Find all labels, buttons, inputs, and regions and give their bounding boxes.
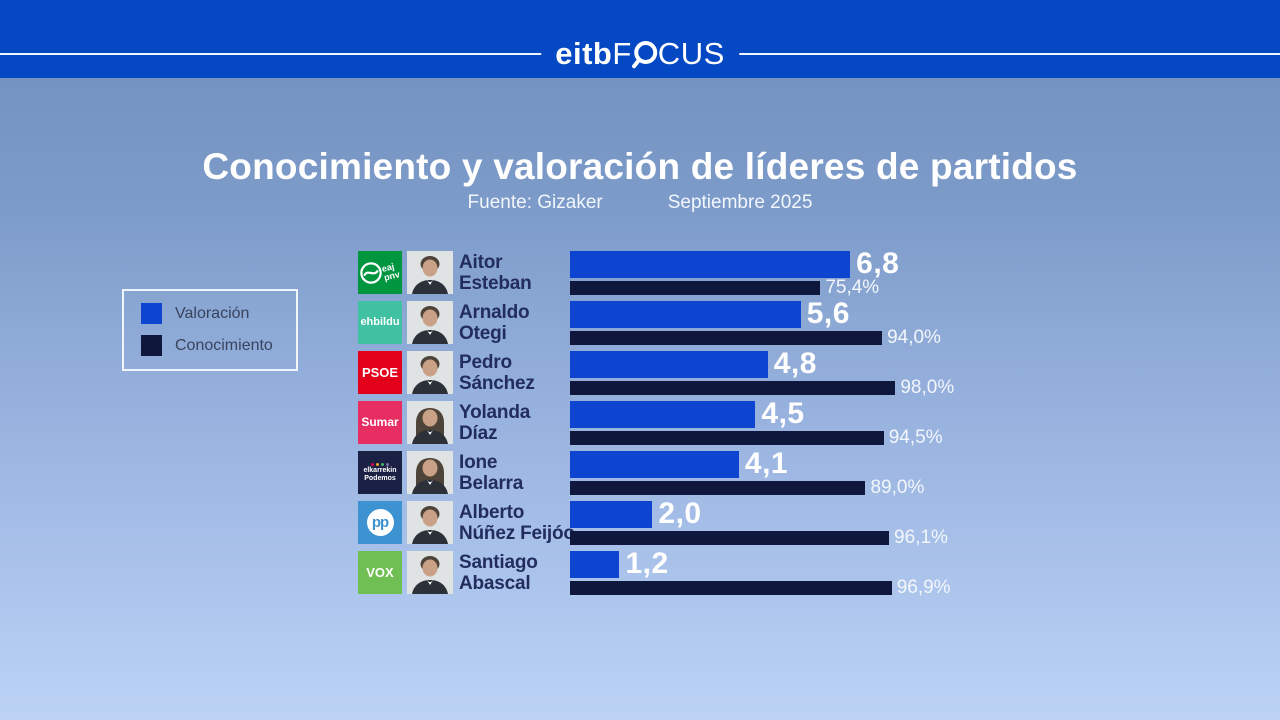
conocimiento-bar [570, 331, 883, 345]
leader-name: Alberto Núñez Feijóo [459, 502, 575, 544]
conocimiento-label: Conocimiento [175, 336, 273, 354]
leader-name: Aitor Esteban [459, 252, 573, 294]
leader-row: elkarrekin Podemos Ione Belarra 4,1 89,0… [358, 447, 1258, 501]
conocimiento-swatch [141, 335, 162, 356]
valoracion-bar [570, 451, 739, 478]
legend-box: Valoración Conocimiento [122, 289, 298, 371]
valoracion-bar [570, 251, 851, 278]
conocimiento-value: 96,9% [896, 577, 951, 598]
conocimiento-bar [570, 281, 821, 295]
leader-row: Sumar Yolanda Díaz 4,5 94,5% [358, 397, 1258, 451]
valoracion-value: 6,8 [856, 247, 900, 280]
party-logo-pp: pp [358, 501, 402, 544]
date-label: Septiembre 2025 [667, 192, 813, 213]
leader-name: Yolanda Díaz [459, 402, 573, 444]
leader-name: Arnaldo Otegi [459, 302, 573, 344]
leader-row: ehbildu Arnaldo Otegi 5,6 94,0% [358, 297, 1258, 351]
leader-name-line1: Aitor [459, 252, 503, 273]
valoracion-label: Valoración [175, 304, 250, 322]
valoracion-bar [570, 551, 620, 578]
conocimiento-value: 98,0% [900, 377, 955, 398]
conocimiento-bar [570, 481, 866, 495]
leader-name-line1: Alberto [459, 502, 525, 523]
focus-letters-cus: CUS [657, 36, 725, 71]
leader-name-line2: Esteban [459, 273, 532, 294]
leader-name-line2: Otegi [459, 323, 507, 344]
valoracion-bar [570, 301, 801, 328]
conocimiento-bar [570, 431, 884, 445]
conocimiento-value: 94,5% [888, 427, 943, 448]
leader-row: PSOE Pedro Sánchez 4,8 98,0% [358, 347, 1258, 401]
valoracion-bar [570, 351, 768, 378]
valoracion-bar [570, 401, 756, 428]
magnifier-icon [633, 40, 657, 64]
conocimiento-value: 89,0% [870, 477, 925, 498]
subtitle: Fuente: Gizaker Septiembre 2025 [0, 192, 1280, 214]
leader-name-line2: Sánchez [459, 373, 535, 394]
conocimiento-value: 96,1% [894, 527, 948, 548]
leader-photo [407, 351, 453, 394]
leader-name-line2: Núñez Feijóo [459, 523, 575, 544]
leader-photo [407, 501, 453, 544]
valoracion-value: 4,5 [761, 397, 805, 430]
party-logo-sumar: Sumar [358, 401, 402, 444]
valoracion-value: 1,2 [625, 547, 669, 580]
top-banner: eitb F CUS [0, 0, 1280, 78]
eitb-logo-text: eitb [555, 36, 613, 71]
valoracion-bar [570, 501, 653, 528]
eitb-focus-logo: eitb F CUS [541, 32, 739, 76]
valoracion-value: 2,0 [658, 497, 702, 530]
leader-name: Pedro Sánchez [459, 352, 573, 394]
leader-photo [407, 451, 453, 494]
pp-emblem-icon: pp [366, 509, 394, 536]
leader-row: eaj pnv Aitor Esteban 6,8 75,4% [358, 247, 1258, 301]
leader-photo [407, 401, 453, 444]
leader-name: Santiago Abascal [459, 552, 573, 594]
leader-row: VOX Santiago Abascal 1,2 96,9% [358, 547, 1258, 601]
valoracion-swatch [141, 303, 162, 324]
pnv-swirl-icon [360, 261, 383, 284]
legend-item-conocimiento: Conocimiento [141, 335, 296, 356]
source-label: Fuente: Gizaker [467, 192, 603, 213]
leader-photo [407, 251, 453, 294]
leader-name-line1: Pedro [459, 352, 512, 373]
leader-name-line1: Ione [459, 452, 498, 473]
leader-name-line2: Abascal [459, 573, 531, 594]
podemos-dots-icon [371, 463, 389, 467]
leader-name-line2: Díaz [459, 423, 498, 444]
party-logo-vox: VOX [358, 551, 402, 594]
party-logo-eh-bildu: ehbildu [358, 301, 402, 344]
focus-logo-text: F CUS [612, 34, 724, 74]
leader-photo [407, 551, 453, 594]
party-logo-eaj-pnv: eaj pnv [358, 251, 402, 294]
conocimiento-value: 94,0% [887, 327, 941, 348]
valoracion-value: 4,1 [744, 447, 789, 480]
valoracion-value: 5,6 [806, 297, 850, 330]
leader-name-line1: Santiago [459, 552, 538, 573]
leader-photo [407, 301, 453, 344]
leader-name-line1: Yolanda [459, 402, 531, 423]
leader-name-line1: Arnaldo [459, 302, 530, 323]
page-title: Conocimiento y valoración de líderes de … [202, 146, 1078, 187]
party-logo-psoe: PSOE [358, 351, 402, 394]
focus-letter-f: F [612, 36, 632, 71]
leaders-bar-chart: eaj pnv Aitor Esteban 6,8 75,4% ehbildu … [358, 247, 1258, 601]
leader-row: pp Alberto Núñez Feijóo 2,0 96,1% [358, 497, 1258, 551]
conocimiento-bar [570, 581, 892, 595]
conocimiento-bar [570, 531, 890, 545]
legend-item-valoracion: Valoración [141, 303, 296, 324]
valoracion-value: 4,8 [773, 347, 817, 380]
conocimiento-bar [570, 381, 896, 395]
party-logo-elkarrekin-podemos: elkarrekin Podemos [358, 451, 402, 494]
conocimiento-value: 75,4% [825, 277, 880, 298]
leader-name: Ione Belarra [459, 452, 573, 494]
leader-name-line2: Belarra [459, 473, 524, 494]
